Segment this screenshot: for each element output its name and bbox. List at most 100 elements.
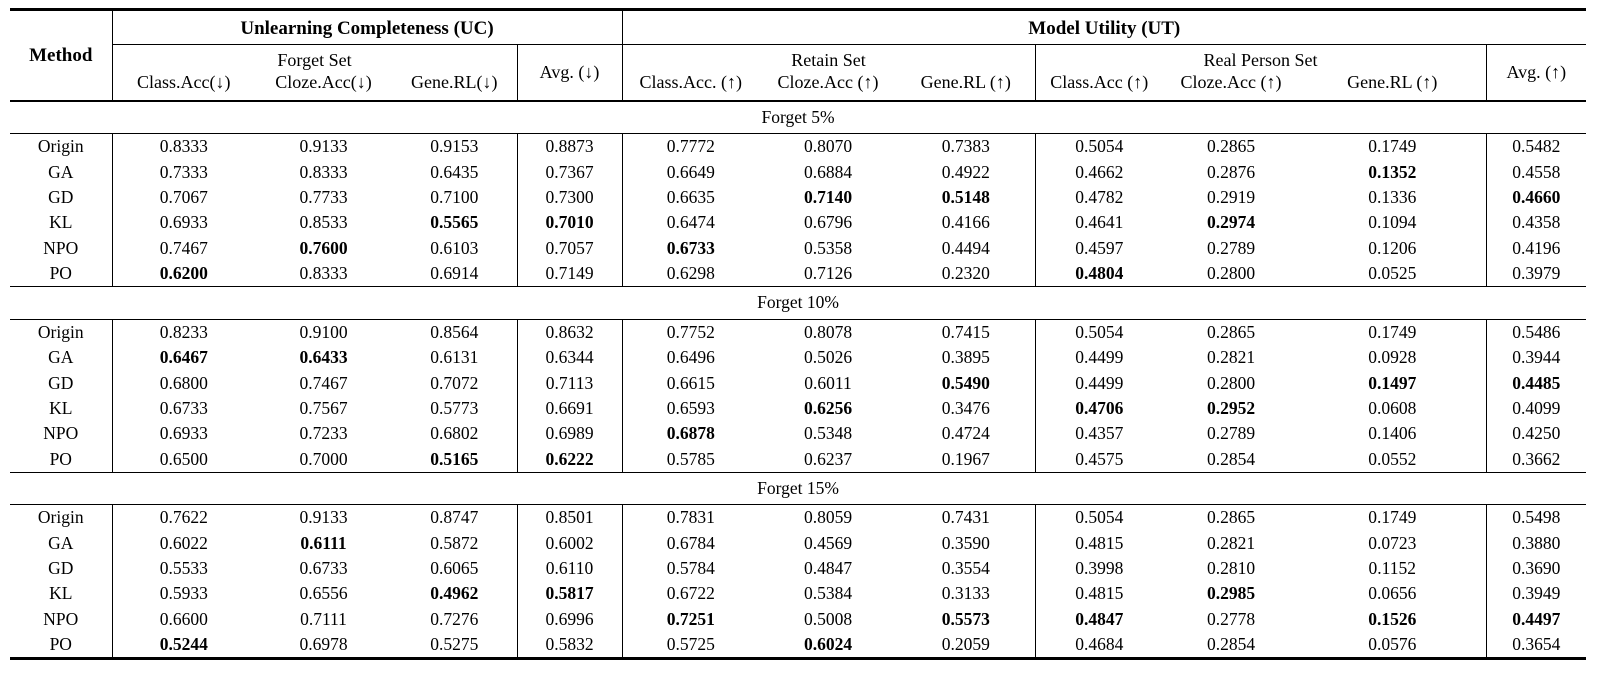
metric-value: 0.8501 xyxy=(517,504,623,531)
method-name: PO xyxy=(10,631,113,659)
method-name: PO xyxy=(10,261,113,287)
table-row: Origin 0.8333 0.9133 0.9153 0.8873 0.7772 0.80… xyxy=(10,133,1586,160)
metric-value: 0.6500 xyxy=(159,448,208,469)
metric-value: 0.6496 xyxy=(666,347,715,368)
section-label: Forget 10% xyxy=(10,286,1587,320)
ut-group-header: Model Utility (UT) xyxy=(622,9,1587,46)
method-name: GA xyxy=(10,159,113,186)
metric-value: 0.6733 xyxy=(159,397,208,418)
table-row: GD 0.5533 0.6733 0.6065 0.6110 0.5784 0.4847 0.… xyxy=(10,555,1586,582)
method-name: NPO xyxy=(10,421,113,447)
metric-value: 0.4597 xyxy=(1075,237,1124,258)
table-row: GA 0.6022 0.6111 0.5872 0.6002 0.6784 0.4569 0.… xyxy=(10,530,1586,556)
metric-value: 0.2865 xyxy=(1206,136,1256,157)
metric-value: 0.4815 xyxy=(1075,583,1124,604)
results-table: Method Unlearning Completeness (UC) Mode… xyxy=(10,8,1587,661)
metric-value: 0.6996 xyxy=(517,606,623,632)
metric-value: 0.5482 xyxy=(1512,136,1561,157)
metric-value: 0.2952 xyxy=(1206,397,1256,418)
metric-value: 0.2800 xyxy=(1206,372,1256,393)
metric-value: 0.4724 xyxy=(897,421,1036,447)
metric-value: 0.6065 xyxy=(392,555,518,582)
table-row: NPO 0.7467 0.7600 0.6103 0.7057 0.6733 0.5358 0… xyxy=(10,235,1586,262)
metric-header-row: Class.Acc(↓) Cloze.Acc(↓) Gene.RL(↓) Cla… xyxy=(10,72,1586,103)
metric-value: 0.4250 xyxy=(1512,423,1561,444)
metric-value: 0.2320 xyxy=(897,261,1036,287)
metric-value: 0.1206 xyxy=(1299,235,1487,262)
table-row: PO 0.5244 0.6978 0.5275 0.5832 0.5725 0.6024 0.… xyxy=(10,631,1586,659)
metric-value: 0.6022 xyxy=(159,532,208,553)
table-row: KL 0.6933 0.8533 0.5565 0.7010 0.6474 0.6796 0.… xyxy=(10,210,1586,236)
metric-value: 0.6796 xyxy=(803,212,853,233)
method-column-header: Method xyxy=(10,9,113,103)
avg-up-header: Avg. (↑) xyxy=(1486,44,1587,103)
retain-classacc-header: Class.Acc. (↑) xyxy=(622,72,760,103)
metric-value: 0.7772 xyxy=(666,136,715,157)
metric-value: 0.5054 xyxy=(1075,507,1124,528)
realperson-clozeacc-header: Cloze.Acc (↑) xyxy=(1163,72,1300,103)
metric-value: 0.6110 xyxy=(517,555,623,582)
metric-value: 0.6111 xyxy=(300,532,347,553)
metric-value: 0.4569 xyxy=(803,532,853,553)
metric-value: 0.4575 xyxy=(1075,448,1124,469)
metric-value: 0.2854 xyxy=(1206,633,1256,654)
metric-value: 0.4660 xyxy=(1512,187,1561,208)
metric-value: 0.6722 xyxy=(666,583,715,604)
metric-value: 0.5275 xyxy=(392,631,518,659)
paper-table-page: Method Unlearning Completeness (UC) Mode… xyxy=(10,8,1587,661)
metric-value: 0.4358 xyxy=(1512,212,1561,233)
metric-value: 0.8873 xyxy=(517,133,623,160)
table-row: PO 0.6500 0.7000 0.5165 0.6222 0.5785 0.6237 0.… xyxy=(10,446,1586,473)
metric-value: 0.7431 xyxy=(897,504,1036,531)
metric-value: 0.7140 xyxy=(803,187,853,208)
metric-value: 0.0656 xyxy=(1299,581,1487,607)
metric-value: 0.5384 xyxy=(803,583,853,604)
metric-value: 0.2919 xyxy=(1206,187,1256,208)
table-row: Origin 0.7622 0.9133 0.8747 0.8501 0.7831 0.80… xyxy=(10,504,1586,531)
method-name: PO xyxy=(10,446,113,473)
metric-value: 0.8333 xyxy=(299,263,348,284)
table-row: GA 0.7333 0.8333 0.6435 0.7367 0.6649 0.6884 0.… xyxy=(10,159,1586,186)
metric-value: 0.5148 xyxy=(897,185,1036,211)
metric-value: 0.3690 xyxy=(1512,557,1561,578)
metric-value: 0.4804 xyxy=(1075,263,1124,284)
metric-value: 0.4684 xyxy=(1075,633,1124,654)
metric-value: 0.7383 xyxy=(897,133,1036,160)
metric-value: 0.7113 xyxy=(517,370,623,396)
metric-value: 0.5533 xyxy=(159,557,208,578)
metric-value: 0.7333 xyxy=(159,161,208,182)
metric-value: 0.7733 xyxy=(299,187,348,208)
metric-value: 0.4641 xyxy=(1075,212,1124,233)
method-name: NPO xyxy=(10,606,113,632)
metric-value: 0.2789 xyxy=(1206,237,1256,258)
metric-value: 0.6474 xyxy=(666,212,715,233)
metric-value: 0.6433 xyxy=(299,347,348,368)
metric-value: 0.5498 xyxy=(1512,507,1561,528)
metric-value: 0.8632 xyxy=(517,319,623,346)
method-name: Origin xyxy=(10,133,113,160)
metric-value: 0.5490 xyxy=(897,370,1036,396)
table-row: NPO 0.6933 0.7233 0.6802 0.6989 0.6878 0.5348 0… xyxy=(10,421,1586,447)
metric-value: 0.5565 xyxy=(392,210,518,236)
metric-value: 0.7567 xyxy=(299,397,348,418)
metric-value: 0.0608 xyxy=(1299,395,1487,422)
avg-down-header: Avg. (↓) xyxy=(517,44,623,103)
metric-value: 0.5933 xyxy=(159,583,208,604)
metric-value: 0.2821 xyxy=(1206,532,1256,553)
forget-generl-header: Gene.RL(↓) xyxy=(392,72,518,103)
metric-value: 0.6200 xyxy=(159,263,208,284)
metric-value: 0.2876 xyxy=(1206,161,1256,182)
metric-value: 0.3476 xyxy=(897,395,1036,422)
metric-value: 0.6435 xyxy=(392,159,518,186)
metric-value: 0.6802 xyxy=(392,421,518,447)
retain-clozeacc-header: Cloze.Acc (↑) xyxy=(759,72,898,103)
metric-value: 0.5573 xyxy=(897,606,1036,632)
table-row: GD 0.7067 0.7733 0.7100 0.7300 0.6635 0.7140 0.… xyxy=(10,185,1586,211)
metric-value: 0.5832 xyxy=(517,631,623,659)
metric-value: 0.6800 xyxy=(159,372,208,393)
metric-value: 0.3662 xyxy=(1512,448,1561,469)
metric-value: 0.7831 xyxy=(666,507,715,528)
table-row: PO 0.6200 0.8333 0.6914 0.7149 0.6298 0.7126 0.… xyxy=(10,261,1586,287)
group-header-row: Method Unlearning Completeness (UC) Mode… xyxy=(10,9,1587,103)
metric-value: 0.7057 xyxy=(517,235,623,262)
